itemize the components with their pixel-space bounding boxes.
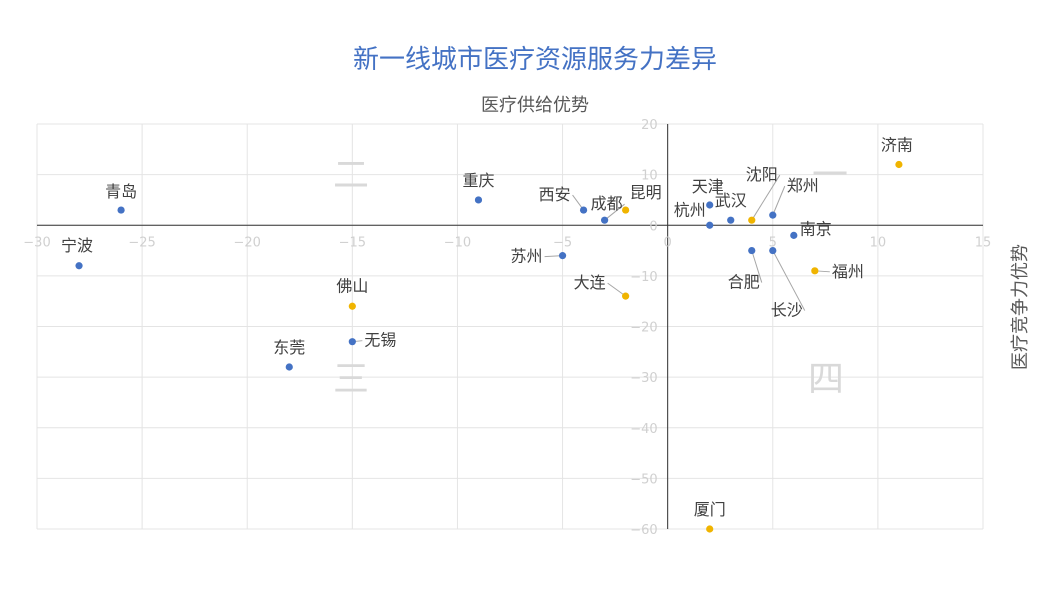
x-tick-label: 0: [664, 235, 672, 250]
y-tick-label: −60: [630, 523, 657, 538]
y-tick-label: −50: [630, 472, 657, 487]
tick-labels: −30 −25 −20 −15 −10 −5 0 5 10 1520100−10−20−30−40…: [23, 118, 991, 538]
data-point: [727, 216, 735, 224]
data-point: [285, 363, 293, 371]
data-point: [579, 206, 588, 214]
data-point: [706, 221, 714, 229]
data-point: [748, 216, 756, 224]
data-point: [748, 246, 756, 255]
data-point: [706, 525, 714, 533]
quadrant-label: 二: [333, 155, 369, 196]
data-point: [117, 206, 125, 214]
data-label: 大连: [574, 273, 606, 292]
y-tick-label: 20: [641, 118, 658, 133]
data-label: 佛山: [336, 276, 368, 295]
data-label: 青岛: [105, 182, 137, 201]
y-tick-label: −20: [630, 321, 657, 336]
y-tick-label: 0: [649, 219, 657, 234]
quadrant-labels: 一 二三 四: [333, 155, 848, 400]
x-tick-label: −5: [553, 235, 572, 250]
chart-title: 新一线城市医疗资源服务力差异: [353, 45, 717, 75]
data-label: 济南: [881, 136, 913, 155]
data-label: 南京: [800, 219, 832, 238]
quadrant-label: 四: [808, 359, 844, 400]
y-axis-label: 医疗竞争力优势: [1010, 244, 1031, 370]
data-point: [348, 338, 356, 346]
y-tick-label: −10: [630, 270, 657, 285]
x-tick-label: 10: [870, 235, 887, 250]
leader-line: [772, 185, 786, 216]
data-point: [75, 262, 83, 270]
x-tick-label: −15: [339, 235, 366, 250]
axes: [37, 124, 983, 529]
leader-line: [772, 250, 806, 311]
data-point: [601, 216, 609, 224]
data-label: 沈阳: [746, 165, 778, 184]
data-label: 厦门: [694, 500, 726, 519]
data-point: [769, 246, 777, 255]
data-label: 杭州: [674, 200, 706, 219]
data-label: 郑州: [787, 176, 819, 195]
data-label: 福州: [832, 262, 864, 281]
data-point: [790, 231, 798, 239]
data-point: [811, 267, 819, 275]
data-label: 天津: [692, 177, 724, 196]
quadrant-label: 一: [812, 155, 848, 196]
data-label: 成都: [591, 194, 623, 213]
x-tick-label: 15: [975, 235, 992, 250]
data-label: 长沙: [771, 301, 803, 320]
data-point: [622, 292, 630, 300]
data-point: [769, 211, 777, 219]
data-label: 武汉: [715, 191, 747, 210]
y-tick-label: −40: [630, 422, 657, 437]
data-point: [706, 201, 714, 209]
leader-line: [607, 282, 626, 297]
quadrant-label: 三: [333, 359, 369, 400]
leader-line: [604, 203, 625, 221]
leader-line: [751, 174, 781, 221]
data-label: 宁波: [61, 236, 93, 255]
data-label: 东莞: [273, 338, 305, 357]
x-tick-label: −25: [128, 235, 155, 250]
data-point: [348, 302, 356, 310]
data-point: [474, 196, 483, 204]
x-axis-label: 医疗供给优势: [481, 95, 589, 116]
data-label: 重庆: [462, 171, 494, 190]
data-point: [558, 252, 567, 260]
y-tick-label: 10: [641, 169, 658, 184]
x-tick-label: −20: [234, 235, 261, 250]
x-tick-label: 5: [769, 235, 777, 250]
data-label: 苏州: [511, 247, 543, 266]
leader-line: [751, 250, 763, 283]
data-label: 合肥: [728, 273, 760, 292]
y-tick-label: −30: [630, 371, 657, 386]
data-point: [895, 160, 903, 169]
data-point: [622, 206, 630, 214]
x-tick-label: −30: [23, 235, 50, 250]
x-tick-label: −10: [444, 235, 471, 250]
data-points: [75, 160, 903, 533]
data-label: 昆明: [630, 183, 662, 202]
data-label: 西安: [539, 185, 571, 204]
data-label: 无锡: [364, 331, 396, 350]
